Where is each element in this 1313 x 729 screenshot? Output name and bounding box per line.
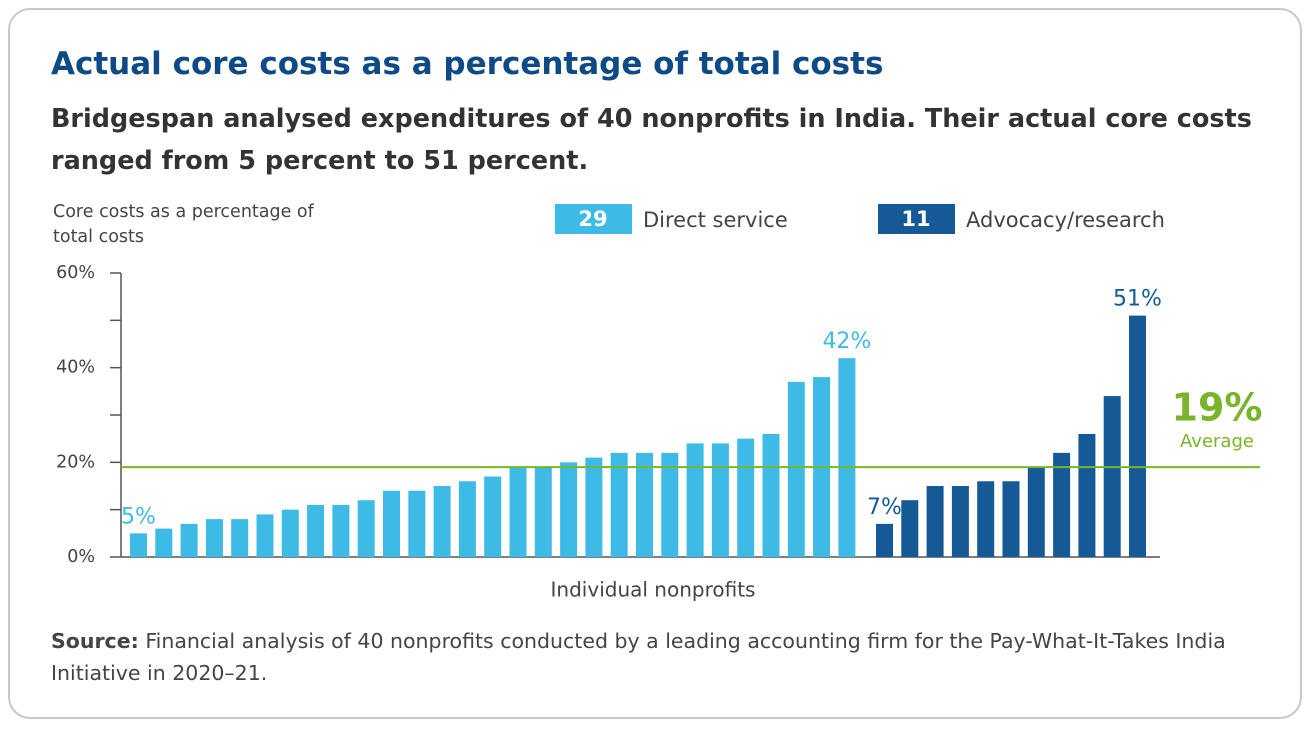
bar: [281, 509, 299, 557]
bar: [458, 481, 476, 557]
source: Source: Financial analysis of 40 nonprof…: [51, 625, 1276, 689]
bar: [1103, 396, 1121, 557]
bar: [180, 523, 198, 557]
y-axis-label: Core costs as a percentage of total cost…: [53, 202, 314, 247]
bar: [901, 500, 919, 557]
bar: [1002, 481, 1020, 557]
value-label: 51%: [1113, 287, 1162, 312]
bar: [332, 504, 350, 557]
average-value-label: 19%: [1172, 386, 1263, 430]
chart-title: Actual core costs as a percentage of tot…: [51, 46, 884, 82]
legend-label: Advocacy/research: [966, 208, 1165, 232]
source-text: Financial analysis of 40 nonprofits cond…: [51, 629, 1226, 685]
x-axis-label: Individual nonprofits: [551, 578, 756, 602]
bar: [737, 438, 755, 557]
legend-count: 29: [578, 207, 607, 231]
value-label: 5%: [121, 504, 156, 529]
y-tick-label: 0%: [67, 547, 95, 567]
bar: [307, 504, 325, 557]
bar: [383, 490, 400, 557]
y-tick-label: 40%: [56, 358, 95, 378]
legend-swatch: [555, 204, 632, 234]
bar: [661, 452, 679, 557]
source-label: Source:: [51, 629, 139, 653]
y-tick-label: 20%: [56, 452, 95, 472]
average-label: Average: [1180, 431, 1254, 452]
value-label: 42%: [822, 329, 871, 354]
bar: [205, 519, 223, 557]
bar: [926, 486, 944, 557]
bar: [636, 452, 653, 557]
bar: [1027, 467, 1045, 557]
bar: [686, 443, 704, 557]
bar: [1129, 315, 1146, 557]
bar: [130, 533, 147, 557]
bar: [977, 481, 995, 557]
bar: [509, 467, 527, 557]
legend-swatch: [878, 204, 955, 234]
bar: [256, 514, 274, 557]
bar: [484, 476, 502, 557]
bar: [1053, 452, 1071, 557]
bar: [838, 358, 856, 557]
frame: [8, 8, 1302, 719]
bar: [534, 467, 552, 557]
chart-subtitle: Bridgespan analysed expenditures of 40 n…: [51, 104, 1252, 176]
bar: [560, 462, 578, 557]
bar: [951, 486, 969, 557]
bar: [711, 443, 729, 557]
bar: [585, 457, 603, 557]
bar: [357, 500, 375, 557]
bar: [155, 528, 173, 557]
legend-count: 11: [901, 207, 930, 231]
value-label: 7%: [867, 495, 902, 520]
bar: [433, 486, 451, 557]
bar: [762, 433, 780, 557]
y-tick-label: 60%: [56, 263, 95, 283]
bar: [787, 381, 805, 557]
bar: [610, 452, 628, 557]
bar: [408, 490, 426, 557]
bar: [1078, 433, 1096, 557]
bar: [231, 519, 249, 557]
legend-label: Direct service: [643, 208, 788, 232]
bar: [876, 523, 893, 557]
